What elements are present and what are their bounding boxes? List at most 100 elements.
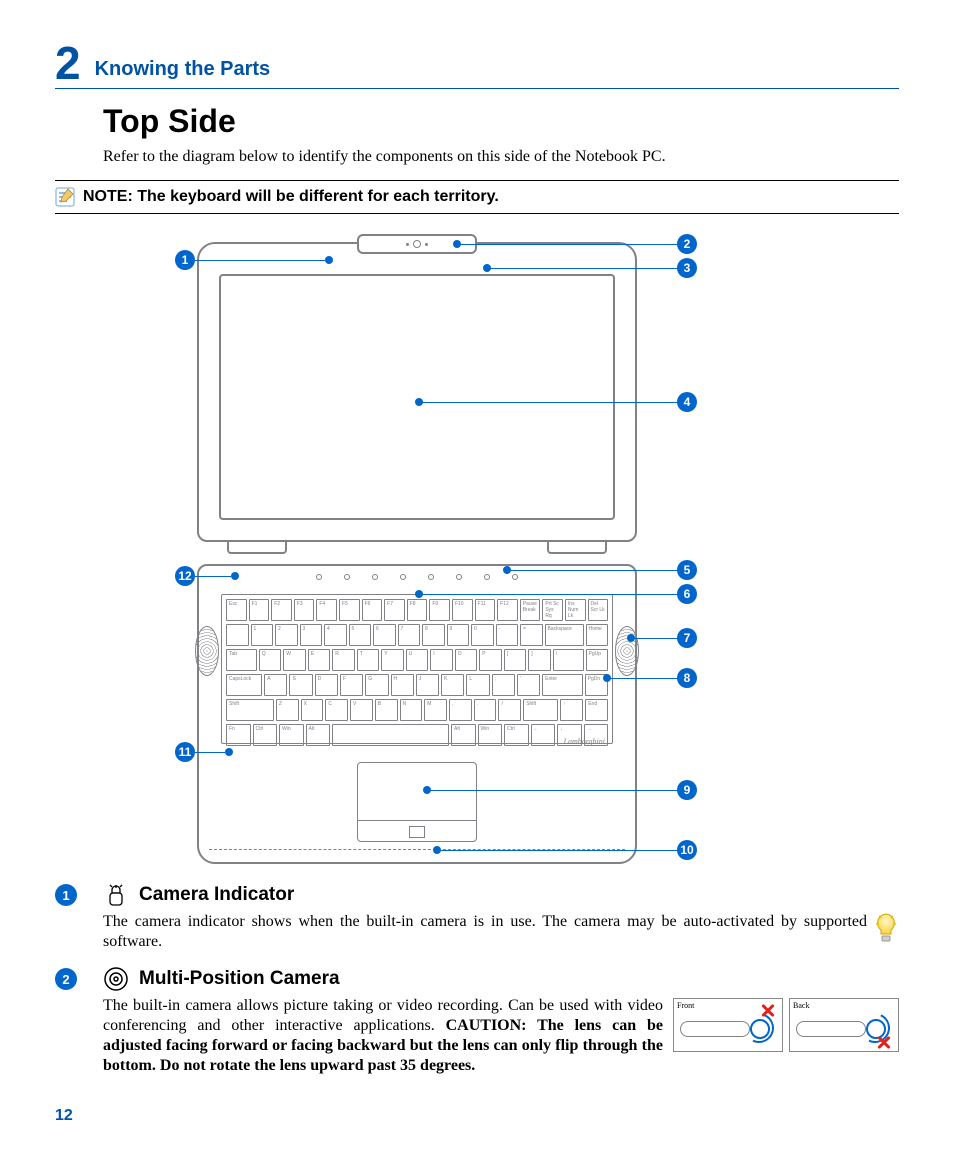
key: Backspace	[545, 624, 584, 646]
key: F7	[384, 599, 405, 621]
key: Del Scr Lk	[588, 599, 609, 621]
camera-lens-icon	[103, 966, 129, 992]
page-number: 12	[55, 1107, 73, 1125]
key: F10	[452, 599, 473, 621]
key: CapsLock	[226, 674, 262, 696]
callout-leader	[487, 268, 677, 269]
note-bar: NOTE: The keyboard will be different for…	[55, 180, 899, 214]
no-rotate-icon	[876, 1033, 892, 1049]
description-badge: 1	[55, 884, 77, 906]
key: \	[553, 649, 584, 671]
callout-badge-6: 6	[677, 584, 697, 604]
callout-anchor-dot	[483, 264, 491, 272]
key: 7	[398, 624, 421, 646]
speaker-right	[615, 626, 639, 676]
laptop-base: EscF1F2F3F4F5F6F7F8F9F10F11F12Pause Brea…	[197, 564, 637, 864]
callout-leader	[419, 594, 677, 595]
key: 1	[251, 624, 274, 646]
key	[332, 724, 449, 746]
key: 9	[447, 624, 470, 646]
key: 2	[275, 624, 298, 646]
note-icon	[55, 187, 75, 207]
key: W	[283, 649, 306, 671]
key: Ins Num Lk	[565, 599, 586, 621]
key: E	[308, 649, 331, 671]
key: N	[400, 699, 423, 721]
key: `	[226, 624, 249, 646]
callout-badge-8: 8	[677, 668, 697, 688]
hinge-left	[227, 540, 287, 554]
description-body: The camera indicator shows when the buil…	[103, 912, 899, 952]
key: D	[315, 674, 338, 696]
description-item-1: 1Camera IndicatorThe camera indicator sh…	[55, 882, 899, 952]
no-rotate-icon	[760, 1001, 776, 1017]
touchpad	[357, 762, 477, 842]
key: S	[289, 674, 312, 696]
key: Prt Sc Sys Rq	[542, 599, 563, 621]
callout-anchor-dot	[423, 786, 431, 794]
key: V	[350, 699, 373, 721]
key: Ctrl	[253, 724, 278, 746]
camera-indicator-icon	[103, 882, 129, 908]
intro-text: Refer to the diagram below to identify t…	[103, 148, 899, 166]
key: Alt	[451, 724, 476, 746]
tip-bulb-icon	[873, 912, 899, 944]
key: ;	[492, 674, 515, 696]
key: R	[332, 649, 355, 671]
key: Y	[381, 649, 404, 671]
laptop-diagram: EscF1F2F3F4F5F6F7F8F9F10F11F12Pause Brea…	[127, 232, 827, 862]
key: PgUp	[586, 649, 609, 671]
callout-anchor-dot	[453, 240, 461, 248]
key: C	[325, 699, 348, 721]
callout-badge-2: 2	[677, 234, 697, 254]
key: Ctrl	[504, 724, 529, 746]
key: G	[365, 674, 388, 696]
key: 6	[373, 624, 396, 646]
key: Z	[276, 699, 299, 721]
key: Pause Break	[520, 599, 541, 621]
description-badge: 2	[55, 968, 77, 990]
callout-badge-4: 4	[677, 392, 697, 412]
key: Fn	[226, 724, 251, 746]
key: [	[504, 649, 527, 671]
callout-badge-1: 1	[175, 250, 195, 270]
callout-anchor-dot	[231, 572, 239, 580]
callout-anchor-dot	[415, 590, 423, 598]
key: F6	[362, 599, 383, 621]
callout-badge-12: 12	[175, 566, 195, 586]
description-title: Multi-Position Camera	[139, 968, 340, 990]
key: I	[430, 649, 453, 671]
key: 8	[422, 624, 445, 646]
key: Win	[478, 724, 503, 746]
key: F	[340, 674, 363, 696]
key: P	[479, 649, 502, 671]
callout-anchor-dot	[433, 846, 441, 854]
callout-leader	[631, 638, 677, 639]
callout-anchor-dot	[325, 256, 333, 264]
camera-back-box: Back	[789, 998, 899, 1052]
key: F2	[271, 599, 292, 621]
key: H	[391, 674, 414, 696]
callout-badge-10: 10	[677, 840, 697, 860]
callout-leader	[437, 850, 677, 851]
key: F12	[497, 599, 518, 621]
key: '	[517, 674, 540, 696]
key: Enter	[542, 674, 583, 696]
key: Tab	[226, 649, 257, 671]
camera-front-box: Front	[673, 998, 783, 1052]
note-text: NOTE: The keyboard will be different for…	[83, 188, 499, 206]
hinge-right	[547, 540, 607, 554]
key: F1	[249, 599, 270, 621]
key: J	[416, 674, 439, 696]
chapter-title: Knowing the Parts	[95, 58, 271, 81]
callout-leader	[419, 402, 677, 403]
key: Q	[259, 649, 282, 671]
key: End	[585, 699, 608, 721]
camera-rotation-figure: FrontBack	[673, 998, 899, 1052]
key: F4	[316, 599, 337, 621]
description-item-2: 2Multi-Position CameraFrontBackThe built…	[55, 966, 899, 1076]
callout-badge-5: 5	[677, 560, 697, 580]
key: U	[406, 649, 429, 671]
key: F3	[294, 599, 315, 621]
key: 5	[349, 624, 372, 646]
